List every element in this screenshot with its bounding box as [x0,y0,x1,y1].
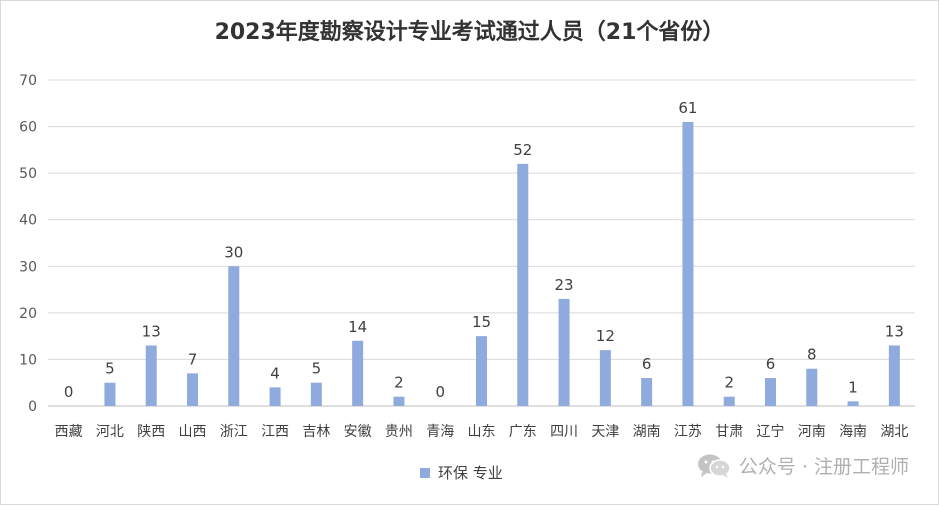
x-tick-label: 山西 [179,424,207,440]
bar [723,396,735,406]
x-tick-label: 青海 [426,424,454,440]
data-label: 15 [472,313,491,331]
data-label: 0 [435,383,445,401]
y-tick-label: 70 [19,73,37,89]
x-tick-label: 安徽 [344,424,372,440]
data-label: 12 [596,327,615,345]
data-label: 7 [188,350,198,368]
data-label: 13 [142,322,161,340]
x-tick-label: 吉林 [302,424,330,440]
x-tick-label: 天津 [591,424,619,440]
wechat-icon [697,454,731,478]
bar [765,378,776,406]
data-label: 1 [848,378,858,396]
x-tick-label: 湖南 [633,424,661,440]
data-label: 6 [642,355,652,373]
x-tick-label: 西藏 [55,424,83,440]
legend-swatch [420,467,430,478]
gridlines [48,79,915,407]
data-label: 8 [807,346,817,364]
data-label: 4 [270,364,280,382]
bar [476,336,487,406]
x-tick-label: 贵州 [385,424,413,440]
data-label: 5 [312,360,322,378]
chart-title: 2023年度勘察设计专业考试通过人员（21个省份） [214,20,725,45]
legend-label: 环保 专业 [438,464,503,482]
x-tick-label: 江西 [261,424,289,440]
bar [187,373,198,406]
watermark-text: 公众号 · 注册工程师 [738,456,909,478]
x-tick-label: 山东 [468,424,496,440]
watermark: 公众号 · 注册工程师 [697,452,909,479]
y-tick-label: 50 [19,166,37,182]
x-tick-label: 广东 [509,424,537,440]
x-tick-label: 甘肃 [715,424,743,440]
x-axis-labels: 西藏 河北 陕西 山西 浙江 江西 吉林 安徽 贵州 青海 山东 广东 四川 天津 湖南 江苏 甘肃 辽宁 河南 海南… [55,423,909,440]
x-tick-label: 陕西 [137,424,165,440]
bar [228,266,240,406]
x-tick-label: 海南 [839,424,867,440]
y-tick-label: 60 [19,120,37,136]
bar [310,382,322,406]
x-tick-label: 辽宁 [757,423,785,440]
bar [269,387,281,406]
bar [641,378,653,406]
data-label: 13 [885,322,904,340]
x-tick-label: 江苏 [674,424,702,440]
bar [393,396,405,406]
data-label: 0 [64,383,74,401]
y-tick-label: 10 [19,352,37,368]
y-tick-label: 40 [19,213,37,229]
bar [558,298,570,406]
data-label: 30 [224,243,243,261]
y-tick-label: 20 [19,306,37,322]
data-labels: 0 5 13 7 30 4 5 14 2 0 15 52 23 12 6 61 2 6 8 1 13 [64,99,904,401]
bar [599,350,611,406]
bar [517,163,529,406]
data-label: 52 [513,141,532,159]
bar [806,368,818,406]
data-label: 14 [348,318,367,336]
x-tick-label: 浙江 [220,424,248,440]
y-tick-label: 30 [19,259,37,275]
y-axis-ticks: 0 10 20 30 40 50 60 70 [19,73,37,415]
x-tick-label: 湖北 [880,424,908,440]
x-tick-label: 河南 [798,424,826,440]
data-label: 5 [105,360,115,378]
data-label: 6 [766,355,776,373]
bar [888,345,900,406]
legend: 环保 专业 [420,462,503,483]
bar [352,340,364,406]
bar [682,121,694,407]
x-tick-label: 四川 [550,424,578,440]
bars [104,121,900,407]
bar [847,401,859,406]
bar [104,382,116,406]
bar [145,345,157,406]
data-label: 2 [724,374,734,392]
data-label: 23 [555,276,574,294]
y-tick-label: 0 [28,399,37,415]
data-label: 61 [678,99,697,117]
data-label: 2 [394,374,404,392]
x-tick-label: 河北 [96,424,124,440]
